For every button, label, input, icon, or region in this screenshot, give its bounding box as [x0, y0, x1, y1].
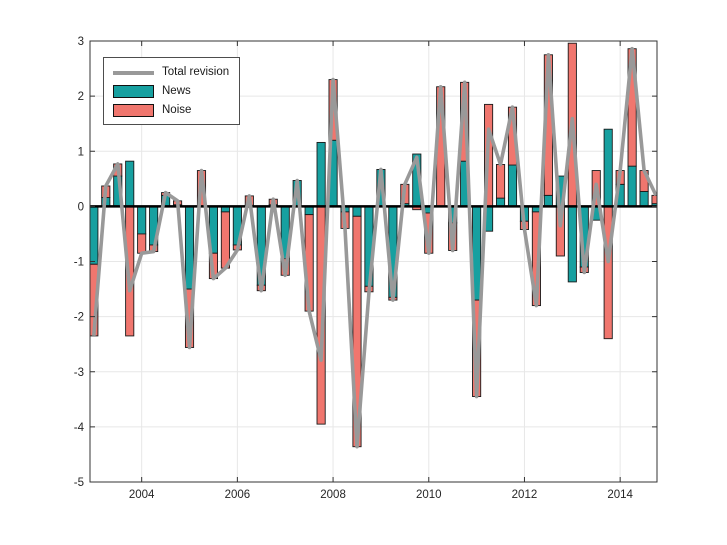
news-bar	[137, 205, 147, 235]
noise-bar	[137, 233, 147, 254]
legend-item-news: News	[113, 82, 229, 101]
legend-label-news: News	[162, 84, 191, 97]
total-revision-line	[92, 46, 657, 449]
news-bar	[543, 194, 553, 207]
news-bar	[567, 205, 577, 283]
news-bar	[352, 205, 362, 217]
total-revision-line-sample	[113, 70, 154, 75]
legend-label-noise: Noise	[162, 103, 192, 116]
legend-item-total-revision: Total revision	[113, 63, 229, 82]
x-tick-label: 2008	[320, 489, 346, 501]
x-tick-label: 2012	[512, 489, 538, 501]
news-bar	[603, 128, 613, 207]
legend-box: Total revision News Noise	[103, 57, 241, 125]
news-bar	[184, 205, 195, 290]
legend-item-noise: Noise	[113, 101, 229, 120]
y-tick-label: -5	[74, 477, 84, 489]
y-tick-label: 1	[78, 146, 84, 158]
news-bar	[627, 165, 637, 207]
news-bar	[125, 160, 135, 207]
y-tick-label: 0	[78, 201, 84, 213]
news-bar	[639, 191, 649, 207]
noise-color-swatch	[113, 104, 154, 117]
y-tick-label: -1	[74, 257, 84, 269]
noise-bar	[651, 194, 657, 205]
x-tick-label: 2004	[129, 489, 155, 501]
y-tick-label: 3	[78, 36, 84, 48]
y-tick-label: -3	[74, 367, 84, 379]
noise-bar	[495, 164, 506, 199]
news-bar	[304, 205, 314, 216]
noise-bar	[220, 211, 230, 269]
x-tick-label: 2010	[416, 489, 442, 501]
legend-label-total-revision: Total revision	[162, 65, 230, 78]
x-tick-label: 2014	[607, 489, 633, 501]
news-color-swatch	[113, 85, 154, 98]
y-tick-label: 2	[78, 91, 84, 103]
news-bar	[90, 205, 99, 265]
x-tick-label: 2006	[225, 489, 251, 501]
news-bar	[316, 141, 326, 207]
news-bar	[507, 164, 518, 207]
y-tick-label: -4	[74, 422, 85, 434]
y-tick-label: -2	[74, 312, 84, 324]
news-bar	[495, 197, 506, 207]
